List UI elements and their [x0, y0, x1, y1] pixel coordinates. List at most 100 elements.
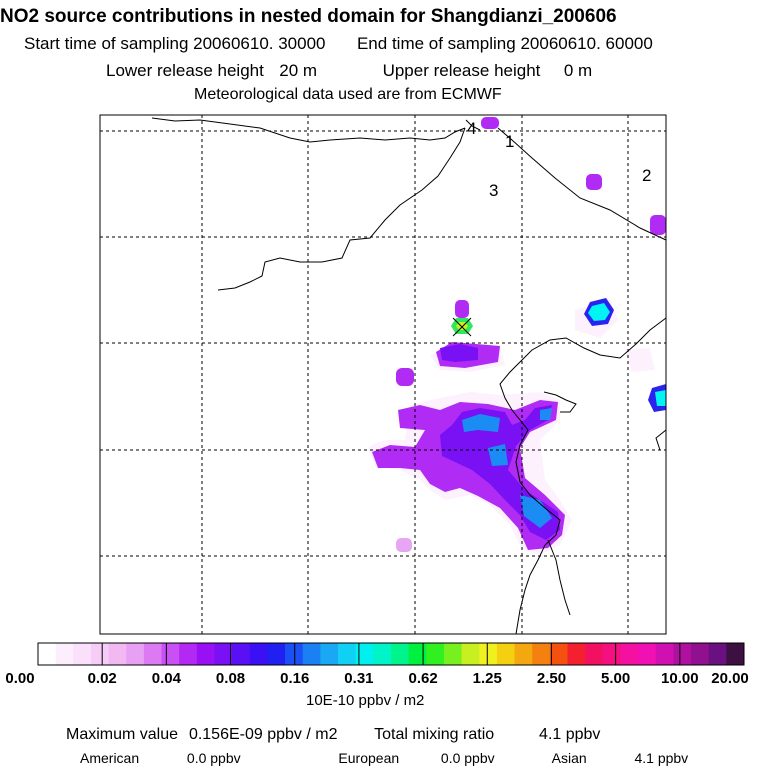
legend-swatch: [602, 643, 621, 665]
legend-tick-label: 5.00: [601, 670, 631, 687]
legend-tick-label: 0.04: [151, 670, 181, 687]
american-value: 0.0 ppbv: [186, 750, 241, 766]
concentration-plume: [368, 117, 666, 555]
legend-tick-label: 1.25: [472, 670, 502, 687]
legend-swatch: [320, 643, 339, 665]
legend-swatch: [408, 643, 427, 665]
legend-swatch: [249, 643, 268, 665]
legend-swatch: [373, 643, 392, 665]
met-data-line: Meteorological data used are from ECMWF: [194, 86, 502, 103]
coastline-south: [547, 539, 571, 616]
legend-swatch: [585, 643, 604, 665]
legend-swatch: [73, 643, 92, 665]
legend-swatch: [126, 643, 145, 665]
american-label: American: [80, 750, 140, 766]
receptor-marker-b: [452, 317, 472, 337]
european-label: European: [338, 750, 400, 766]
legend-swatch: [514, 643, 533, 665]
legend-swatch: [726, 643, 745, 665]
legend-tick-label: 0.31: [344, 670, 374, 687]
legend-swatch: [426, 643, 445, 665]
legend-swatch: [232, 643, 251, 665]
legend-swatch: [161, 643, 180, 665]
grid-label-3: 3: [489, 181, 498, 200]
total-label: Total mixing ratio: [374, 726, 495, 743]
legend-colorbar: [37, 642, 745, 666]
legend-swatch: [355, 643, 374, 665]
upper-label: Upper release height: [382, 61, 541, 80]
summary-line: Maximum value 0.156E-09 ppbv / m2 Total …: [66, 726, 600, 744]
start-label: Start time of sampling: [24, 34, 189, 53]
map-frame: [99, 114, 667, 635]
legend-swatch: [90, 643, 110, 665]
plume-cyan-edge: [655, 390, 666, 406]
legend-swatch: [391, 643, 410, 665]
legend-swatch: [38, 643, 57, 665]
legend-swatch: [443, 643, 463, 665]
legend-swatch: [655, 643, 674, 665]
sampling-times: Start time of sampling 20060610. 30000 E…: [24, 34, 653, 54]
legend-swatch: [338, 643, 357, 665]
plume-core-north: [440, 344, 478, 362]
legend-tick-label: 2.50: [536, 670, 567, 687]
upper-value: 0 m: [563, 61, 593, 80]
legend-swatch: [567, 643, 586, 665]
legend-swatch: [55, 643, 74, 665]
map-grid: [100, 115, 666, 634]
start-value: 20060610. 30000: [193, 34, 326, 53]
legend-swatch: [620, 643, 639, 665]
end-value: 20060610. 60000: [520, 34, 653, 53]
plume-cyan-3: [520, 495, 552, 528]
grid-label-2: 2: [642, 166, 651, 185]
coastline-far-east: [655, 429, 667, 451]
legend-swatch: [496, 643, 516, 665]
regional-contributions: American 0.0 ppbv European 0.0 ppbv Asia…: [80, 750, 688, 766]
legend-frame: [37, 642, 745, 666]
border-east: [497, 127, 667, 241]
legend-tick-label: 0.62: [408, 670, 438, 687]
asian-label: Asian: [551, 750, 587, 766]
map-boundaries: [151, 117, 667, 635]
legend-swatch: [179, 643, 198, 665]
end-label: End time of sampling: [356, 34, 516, 53]
legend-swatch: [549, 643, 568, 665]
coastline-east: [543, 391, 577, 413]
legend-swatch: [108, 643, 127, 665]
legend-swatch: [691, 643, 710, 665]
legend-tick-label: 10.00: [661, 670, 699, 687]
plume-spot-f: [396, 538, 412, 552]
legend-tick-label: 20.00: [711, 670, 749, 687]
legend-swatch: [302, 643, 321, 665]
plume-spot-e: [650, 215, 666, 235]
border-inner: [217, 127, 466, 291]
legend-tick-label: 0.08: [215, 670, 246, 687]
lower-value: 20 m: [279, 61, 318, 80]
plume-spot-b: [455, 300, 469, 318]
legend-swatch: [461, 643, 480, 665]
plume-spot-d: [586, 174, 602, 190]
grid-label-4: 4: [467, 119, 476, 138]
lower-label: Lower release height: [106, 61, 264, 80]
legend-unit: 10E-10 ppbv / m2: [306, 692, 425, 709]
legend-tick-label: 0.16: [280, 670, 310, 687]
asian-value: 4.1 ppbv: [634, 750, 689, 766]
plume-cyan-1: [462, 414, 500, 432]
border-small: [465, 119, 481, 131]
legend-tick-label: 0.00: [5, 670, 35, 687]
plume-spot-a: [396, 368, 414, 386]
legend-tick-label: 0.02: [87, 670, 117, 687]
plume-haze-4: [625, 348, 655, 372]
release-heights: Lower release height 20 m Upper release …: [106, 61, 592, 81]
max-value: 0.156E-09 ppbv / m2: [188, 726, 338, 743]
legend-swatch: [143, 643, 163, 665]
legend-swatch: [285, 643, 304, 665]
plume-cyan-east: [588, 303, 610, 321]
page-title: NO2 source contributions in nested domai…: [0, 6, 617, 27]
legend-swatch: [196, 643, 215, 665]
plume-spot-c: [481, 117, 499, 129]
border-north: [151, 117, 466, 143]
grid-label-1: 1: [505, 132, 514, 151]
legend-swatch: [708, 643, 727, 665]
legend-swatch: [479, 643, 498, 665]
